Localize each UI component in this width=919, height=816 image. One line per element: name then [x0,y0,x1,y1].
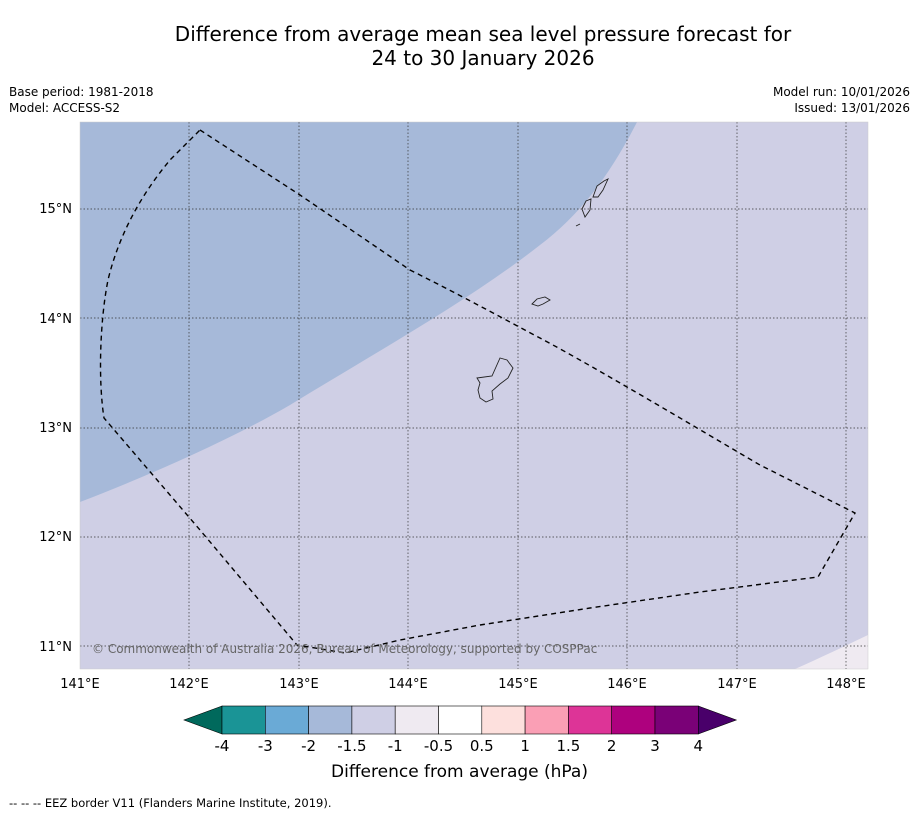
copyright-notice: © Commonwealth of Australia 2026, Bureau… [92,642,597,656]
colorbar-swatch [438,705,483,735]
colorbar-extend-low [183,705,223,735]
meta-right: Model run: 10/01/2026 Issued: 13/01/2026 [773,84,910,116]
chart-title-line2: 24 to 30 January 2026 [371,46,595,70]
lat-label-13: 13°N [39,421,72,436]
anomaly-band-minus2 [80,122,637,502]
colorbar-swatch [481,705,526,735]
colorbar-tick-label: 2 [606,737,617,755]
colorbar-swatch [351,705,396,735]
island-guam [476,357,514,403]
colorbar-tick-label: 4 [693,737,704,755]
colorbar-swatch [524,705,569,735]
island-aguijan [575,223,581,227]
colorbar-swatch [611,705,656,735]
lon-label-141: 141°E [60,677,100,692]
island-saipan [592,178,609,198]
lon-label-147: 147°E [717,677,757,692]
anomaly-band-minus1 [795,635,868,669]
model-run: Model run: 10/01/2026 [772,85,910,99]
map-area: © Commonwealth of Australia 2026, Bureau… [80,122,868,669]
colorbar-tick-label: 0.5 [469,737,494,755]
colorbar-tick-label: -3 [257,737,273,755]
colorbar-swatch [394,705,439,735]
colorbar-swatch [221,705,266,735]
eez-footer-note: -- -- -- EEZ border V11 (Flanders Marine… [9,796,332,810]
colorbar-swatch [568,705,613,735]
issued-date: Issued: 13/01/2026 [794,101,910,115]
colorbar-tick-label: -1.5 [337,737,367,755]
lat-label-11: 11°N [39,640,72,655]
colorbar-tick-label: 1.5 [556,737,581,755]
meta-left: Base period: 1981-2018 Model: ACCESS-S2 [9,84,154,116]
colorbar [183,705,738,735]
colorbar-swatch [654,705,699,735]
chart-title-line1: Difference from average mean sea level p… [174,22,792,46]
lon-label-144: 144°E [388,677,428,692]
lat-axis-labels: 15°N 14°N 13°N 12°N 11°N [39,202,72,655]
lon-axis-labels: 141°E 142°E 143°E 144°E 145°E 146°E 147°… [60,677,866,692]
island-rota [531,296,551,307]
lat-label-15: 15°N [39,202,72,217]
lon-label-146: 146°E [607,677,647,692]
lat-label-12: 12°N [39,530,72,545]
base-period: Base period: 1981-2018 [9,85,154,99]
lon-label-142: 142°E [169,677,209,692]
colorbar-swatch [264,705,309,735]
eez-border [99,129,856,654]
island-tinian [581,198,592,218]
lon-label-148: 148°E [826,677,866,692]
lon-label-145: 145°E [498,677,538,692]
colorbar-title: Difference from average (hPa) [331,762,588,782]
colorbar-tick-label: -2 [301,737,317,755]
model-name: Model: ACCESS-S2 [9,101,121,115]
colorbar-tick-label: -0.5 [423,737,454,755]
lon-label-143: 143°E [279,677,319,692]
colorbar-tick-label: -4 [214,737,230,755]
islands [476,178,609,403]
colorbar-tick-label: -1 [387,737,403,755]
lat-label-14: 14°N [39,312,72,327]
colorbar-tick-label: 1 [520,737,530,755]
colorbar-tick-label: 3 [650,737,660,755]
map-frame [79,121,869,670]
gridlines [80,122,868,669]
colorbar-swatch [308,705,353,735]
chart-title: Difference from average mean sea level p… [0,22,919,70]
colorbar-extend-high [697,705,738,735]
